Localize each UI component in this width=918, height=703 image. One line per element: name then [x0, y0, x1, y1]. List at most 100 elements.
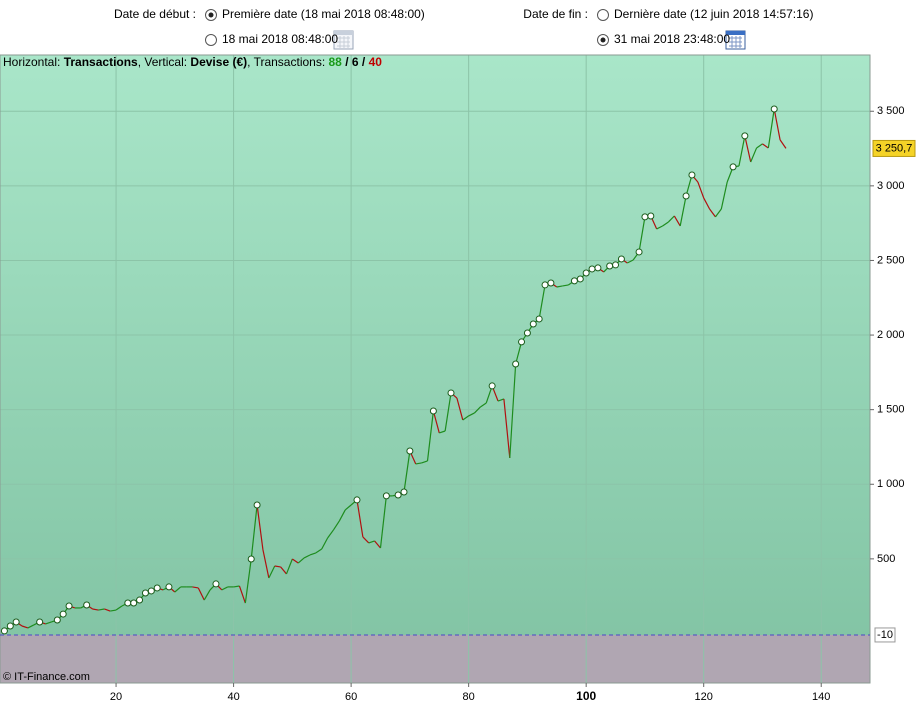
marker: [353, 496, 361, 504]
line-segment: [315, 548, 323, 554]
start-label: Date de début :: [114, 7, 196, 21]
line-segment: [762, 143, 769, 149]
marker: [382, 492, 390, 500]
marker: [429, 407, 437, 415]
line-segment: [662, 221, 669, 227]
marker: [606, 262, 614, 270]
radio-dot: [208, 12, 214, 18]
marker: [12, 618, 20, 626]
line-segment: [415, 462, 422, 465]
line-segment: [309, 552, 317, 556]
line-segment: [221, 586, 228, 591]
marker: [647, 212, 655, 220]
marker: [36, 618, 44, 626]
line-segment: [174, 586, 182, 593]
plot-border: [0, 54, 871, 684]
marker: [682, 192, 690, 200]
line-segment: [203, 589, 211, 601]
line-segment: [321, 537, 329, 550]
line-segment: [720, 181, 728, 210]
marker: [65, 602, 73, 610]
marker: [529, 320, 537, 328]
y-tick-label: 3 500: [877, 105, 905, 117]
marker: [535, 315, 543, 323]
marker: [53, 616, 61, 624]
marker: [512, 360, 520, 368]
line-segment: [238, 585, 246, 604]
line-segment: [274, 565, 281, 568]
line-segment: [280, 566, 287, 575]
info-part: /: [359, 55, 369, 69]
y-tick-label: 2 000: [877, 329, 905, 341]
marker: [576, 275, 584, 283]
info-part: Transactions: [64, 55, 138, 69]
line-segment: [426, 410, 434, 462]
line-segment: [562, 284, 569, 287]
line-segment: [432, 410, 440, 434]
y-tick-label: 500: [877, 553, 895, 565]
line-segment: [338, 509, 346, 522]
line-segment: [439, 430, 446, 434]
marker: [212, 580, 220, 588]
line-segment: [497, 398, 505, 402]
marker: [612, 261, 620, 269]
x-tick-label: 40: [227, 691, 239, 703]
marker: [635, 248, 643, 256]
calendar-icon[interactable]: [725, 30, 746, 50]
line-segment: [362, 536, 370, 544]
marker: [541, 281, 549, 289]
line-segment: [115, 605, 123, 611]
end-label: Date de fin :: [523, 7, 588, 21]
line-segment: [303, 554, 311, 559]
line-segment: [456, 397, 464, 421]
marker: [594, 264, 602, 272]
info-part: 88: [329, 55, 343, 69]
line-segment: [703, 197, 711, 210]
line-segment: [462, 415, 469, 421]
line-segment: [738, 135, 746, 167]
line-segment: [750, 147, 758, 163]
line-segment: [403, 450, 411, 493]
marker: [0, 627, 8, 635]
info-part: Devise (€): [190, 55, 247, 69]
marker: [617, 255, 625, 263]
radio[interactable]: [205, 34, 217, 46]
line-segment: [285, 558, 293, 575]
line-segment: [744, 135, 752, 163]
marker: [130, 599, 138, 607]
marker: [741, 132, 749, 140]
line-segment: [233, 585, 240, 588]
radio-label: 31 mai 2018 23:48:00: [614, 32, 730, 46]
marker: [688, 171, 696, 179]
line-segment: [697, 181, 705, 199]
line-segment: [756, 143, 763, 149]
marker: [570, 277, 578, 285]
line-segment: [709, 208, 716, 218]
line-segment: [268, 565, 276, 579]
line-segment: [368, 540, 375, 544]
calendar-icon[interactable]: [333, 30, 354, 50]
line-segment: [503, 398, 511, 459]
line-segment: [556, 285, 563, 288]
line-segment: [515, 341, 523, 365]
line-segment: [197, 587, 205, 601]
marker: [165, 583, 173, 591]
info-line: Horizontal: Transactions, Vertical: Devi…: [3, 55, 382, 69]
line-segment: [256, 504, 264, 550]
y-tick-label: 1 500: [877, 404, 905, 416]
x-tick-label: 100: [576, 689, 596, 703]
line-segment: [292, 558, 299, 564]
plot: [0, 55, 870, 683]
line-segment: [98, 608, 105, 611]
radio[interactable]: [597, 9, 609, 21]
marker: [518, 338, 526, 346]
marker: [247, 555, 255, 563]
line-segment: [250, 504, 258, 560]
plot-area: [0, 55, 870, 683]
last-value-label: 3 250,7: [876, 142, 913, 154]
line-segment: [679, 195, 687, 227]
marker: [83, 601, 91, 609]
marker: [124, 599, 132, 607]
